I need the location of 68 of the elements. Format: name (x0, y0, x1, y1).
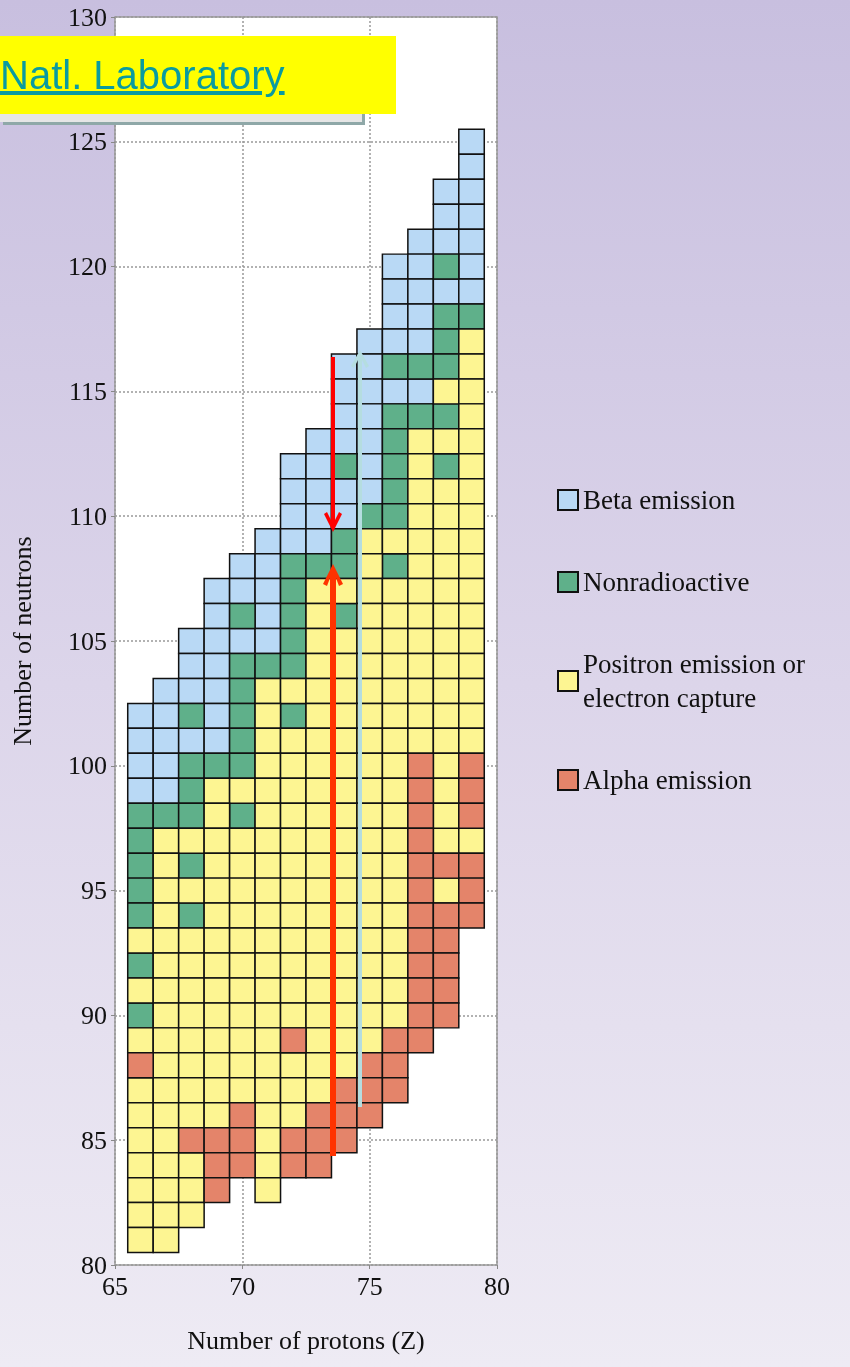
point (152, 802, 180, 829)
y-tick-label: 105 (68, 626, 107, 656)
x-tick-label: 70 (229, 1271, 256, 1301)
point (305, 1151, 333, 1179)
y-tick-label: 100 (68, 751, 107, 781)
point (203, 1151, 231, 1179)
point (432, 977, 460, 1004)
annotation: Natl. Laboratory (0, 36, 396, 114)
point (432, 1002, 460, 1029)
y-tick-label: 85 (81, 1125, 107, 1155)
y-tick-label: 130 (68, 2, 107, 32)
legend-label: Positron emission or electron capture (583, 649, 812, 713)
point (407, 927, 435, 954)
x-tick-label: 75 (356, 1271, 383, 1301)
point (407, 1002, 435, 1029)
point (177, 702, 205, 730)
point (228, 602, 256, 630)
y-tick-label: 115 (68, 376, 107, 406)
point (356, 1102, 384, 1129)
x-tick-label: 80 (484, 1271, 510, 1301)
point (407, 777, 435, 804)
point (432, 852, 460, 879)
point (228, 1102, 256, 1129)
point (228, 1126, 256, 1154)
y-axis-title: Number of neutrons (7, 536, 37, 746)
legend-label: Beta emission (583, 485, 736, 515)
point (458, 852, 486, 879)
point (203, 752, 231, 780)
point (458, 802, 486, 829)
legend-label: Alpha emission (583, 765, 753, 795)
point (458, 752, 486, 780)
point (381, 1077, 409, 1104)
point (381, 1052, 409, 1079)
point (407, 403, 435, 430)
point (458, 303, 486, 330)
y-tick-label: 120 (68, 252, 107, 282)
point (254, 652, 282, 680)
point (407, 353, 435, 380)
point (203, 1176, 231, 1204)
x-axis-title: Number of protons (Z) (187, 1325, 425, 1355)
point (279, 1027, 307, 1054)
point (177, 1126, 205, 1154)
point (432, 927, 460, 954)
point (458, 777, 486, 804)
point (407, 827, 435, 854)
y-tick-label: 90 (81, 1000, 107, 1030)
point (126, 1052, 154, 1079)
point (407, 952, 435, 979)
point (407, 852, 435, 879)
point (203, 1126, 231, 1154)
point (407, 802, 435, 829)
point (407, 977, 435, 1004)
point (228, 1151, 256, 1179)
legend-label: Nonradioactive (583, 567, 750, 597)
point (407, 877, 435, 904)
point (458, 902, 486, 929)
point (432, 952, 460, 979)
point (432, 253, 460, 280)
y-tick-label: 125 (68, 127, 107, 157)
y-tick-label: 95 (81, 876, 107, 906)
point (407, 902, 435, 929)
point (279, 1151, 307, 1179)
point (407, 752, 435, 780)
y-tick-label: 80 (81, 1250, 107, 1280)
point (407, 1027, 435, 1054)
point (381, 353, 409, 380)
point (458, 877, 486, 904)
y-tick-label: 110 (68, 501, 107, 531)
